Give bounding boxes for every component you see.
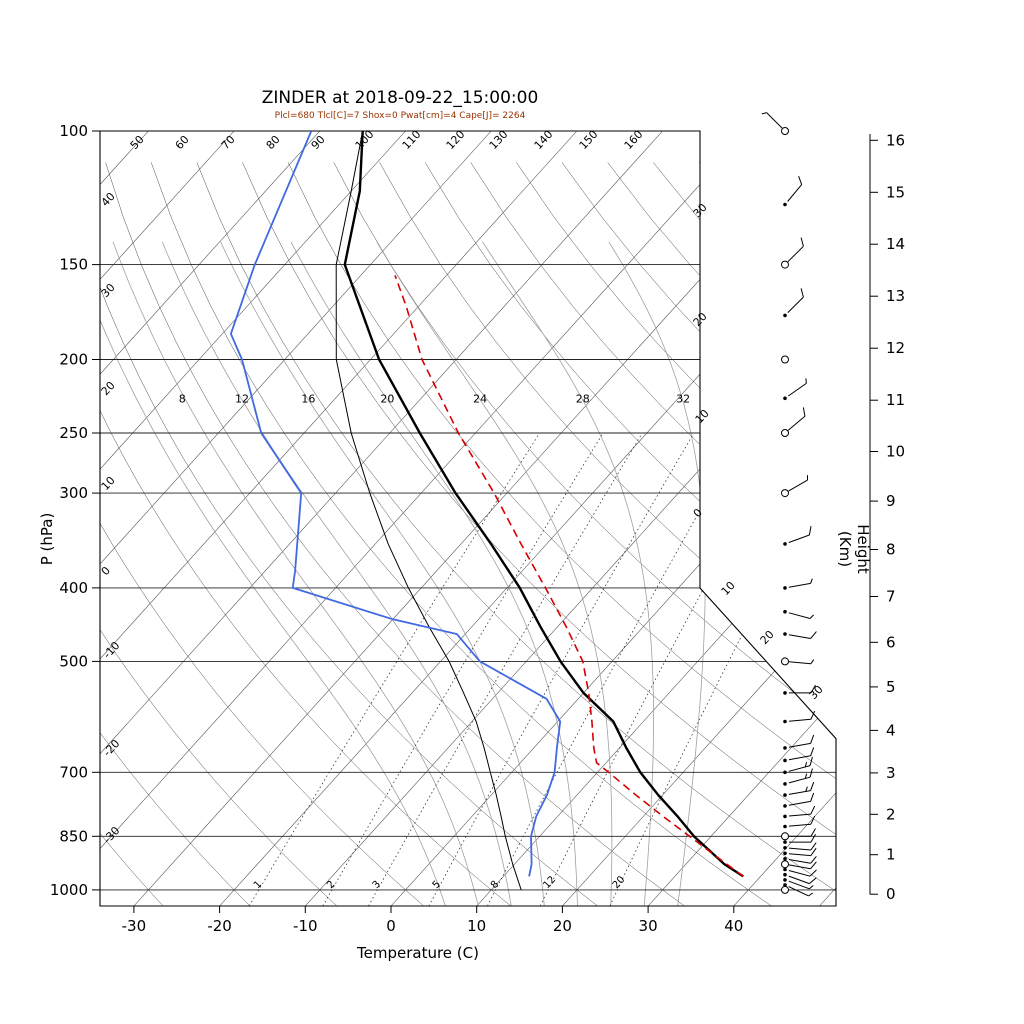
svg-text:20: 20 [611, 874, 628, 891]
wind-barb-column [761, 112, 817, 897]
svg-text:10: 10 [467, 917, 486, 935]
svg-text:8: 8 [179, 392, 186, 405]
svg-text:250: 250 [59, 424, 88, 442]
svg-text:20: 20 [758, 628, 777, 647]
svg-text:20: 20 [691, 310, 710, 329]
dewpoint-profile [229, 131, 562, 877]
moist-adiabat-labels: 8 12 16 20 24 28 32 [179, 392, 690, 405]
svg-text:-20: -20 [101, 737, 123, 759]
svg-text:12: 12 [235, 392, 249, 405]
svg-text:850: 850 [59, 827, 88, 845]
svg-text:10: 10 [99, 474, 118, 493]
svg-text:700: 700 [59, 763, 88, 781]
svg-text:3: 3 [371, 879, 383, 891]
temperature-axis: -30 -20 -10 0 10 20 30 40 [122, 906, 743, 935]
pressure-axis: 100 150 200 250 300 400 500 700 850 1000 [50, 122, 100, 899]
svg-text:100: 100 [59, 122, 88, 140]
svg-text:32: 32 [676, 392, 690, 405]
svg-text:5: 5 [431, 879, 443, 891]
svg-text:10: 10 [693, 407, 712, 426]
height-axis-label: Height (Km) [836, 524, 872, 574]
svg-text:5: 5 [886, 678, 896, 696]
svg-text:12: 12 [886, 339, 905, 357]
svg-text:16: 16 [301, 392, 315, 405]
svg-text:0: 0 [691, 506, 705, 520]
moist-adiabat-lines [100, 241, 706, 906]
svg-text:400: 400 [59, 579, 88, 597]
svg-text:1: 1 [252, 879, 264, 891]
svg-text:150: 150 [59, 256, 88, 274]
svg-text:1: 1 [886, 846, 896, 864]
svg-text:4: 4 [886, 721, 896, 739]
svg-text:6: 6 [886, 633, 896, 651]
svg-text:-10: -10 [293, 917, 318, 935]
temperature-profile [343, 131, 744, 878]
svg-text:300: 300 [59, 484, 88, 502]
svg-text:11: 11 [886, 391, 905, 409]
mixing-ratio-labels: 1 2 3 5 8 12 20 [252, 874, 628, 891]
svg-text:-20: -20 [207, 917, 232, 935]
chart-subtitle: Plcl=680 Tlcl[C]=7 Shox=0 Pwat[cm]=4 Cap… [274, 111, 526, 121]
svg-text:10: 10 [719, 579, 738, 598]
svg-text:2: 2 [886, 805, 896, 823]
isobar-lines [100, 131, 836, 891]
svg-text:0: 0 [99, 564, 113, 578]
svg-text:80: 80 [264, 133, 283, 152]
pressure-axis-label: P (hPa) [38, 512, 56, 566]
svg-text:12: 12 [541, 874, 558, 891]
svg-text:20: 20 [99, 379, 118, 398]
dry-adiabat-lines [100, 162, 836, 906]
svg-text:-30: -30 [122, 917, 147, 935]
svg-text:90: 90 [309, 133, 328, 152]
svg-text:20: 20 [380, 392, 394, 405]
temperature-axis-label: Temperature (C) [357, 944, 479, 962]
svg-text:70: 70 [219, 133, 238, 152]
mixing-ratio-lines [248, 432, 836, 906]
svg-text:-10: -10 [101, 639, 123, 661]
svg-text:30: 30 [99, 281, 118, 300]
svg-text:7: 7 [886, 588, 896, 606]
svg-text:500: 500 [59, 652, 88, 670]
svg-text:0: 0 [386, 917, 396, 935]
plot-frame [99, 130, 837, 907]
svg-text:200: 200 [59, 351, 88, 369]
svg-text:15: 15 [886, 183, 905, 201]
sounding-profiles [229, 131, 744, 891]
svg-text:40: 40 [99, 190, 118, 209]
svg-text:9: 9 [886, 492, 896, 510]
svg-text:30: 30 [691, 201, 710, 220]
svg-text:10: 10 [886, 443, 905, 461]
svg-text:2: 2 [325, 879, 337, 891]
svg-text:20: 20 [553, 917, 572, 935]
chart-title: ZINDER at 2018-09-22_15:00:00 [261, 88, 539, 108]
svg-text:13: 13 [886, 287, 905, 305]
skewt-background [100, 131, 836, 906]
moist-reference-curve [335, 131, 522, 891]
svg-text:3: 3 [886, 764, 896, 782]
svg-text:0: 0 [886, 885, 896, 903]
svg-text:16: 16 [886, 131, 905, 149]
svg-text:24: 24 [473, 392, 487, 405]
parcel-profile [394, 275, 744, 878]
svg-text:28: 28 [576, 392, 590, 405]
svg-text:40: 40 [724, 917, 743, 935]
svg-text:30: 30 [639, 917, 658, 935]
svg-text:60: 60 [173, 133, 192, 152]
svg-text:8: 8 [886, 541, 896, 559]
svg-text:14: 14 [886, 235, 905, 253]
svg-text:1000: 1000 [50, 881, 88, 899]
